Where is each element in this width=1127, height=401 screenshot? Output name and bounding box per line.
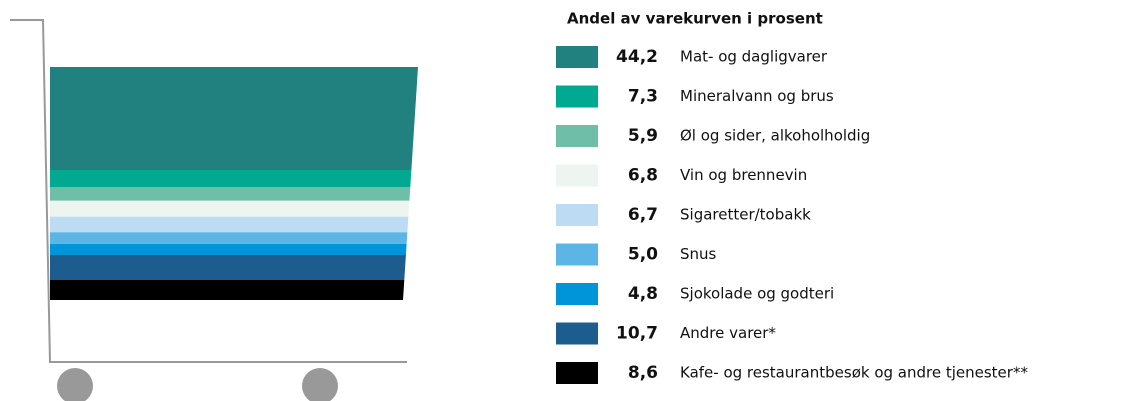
cart-wheel [302,368,338,401]
value-label: 10,7 [616,324,658,344]
legend-swatch [556,322,598,345]
legend-label: Andre varer* [680,324,776,342]
legend-label: Sjokolade og godteri [680,285,834,303]
legend-label: Kafe- og restaurantbesøk og andre tjenes… [680,364,1028,382]
bar-segment [50,232,408,244]
bar-segment [50,200,410,217]
value-label: 5,0 [628,245,658,265]
legend-label: Mineralvann og brus [680,87,834,105]
bar-segment [50,169,412,187]
bar-segment [50,243,407,256]
legend-swatch [556,243,598,266]
legend-label: Vin og brennevin [680,166,807,184]
legend-swatch [556,362,598,384]
value-label: 8,6 [628,363,658,383]
cart [10,19,407,401]
cart-frame [10,19,407,363]
legend-label: Sigaretter/tobakk [680,206,811,224]
bar-segment [50,186,411,201]
bar-segment [50,255,406,280]
value-label: 6,8 [628,166,658,186]
legend-swatch [556,204,598,226]
legend-swatch [556,85,598,108]
value-label: 44,2 [616,47,658,67]
value-label: 7,3 [628,87,658,107]
bar-segment [50,216,409,233]
value-label: 6,7 [628,205,658,225]
chart-title: Andel av varekurven i prosent [567,10,823,28]
cart-wheel [57,368,93,401]
legend-label: Snus [680,245,717,263]
legend-swatch [556,125,598,147]
legend-swatch [556,164,598,187]
value-label: 4,8 [628,284,658,304]
legend-label: Mat- og dagligvarer [680,48,828,66]
value-label: 5,9 [628,126,658,146]
legend-label: Øl og sider, alkoholholdig [680,127,870,145]
bar-segment [50,279,405,300]
legend-swatch [556,46,598,68]
bar-segment [50,67,418,170]
legend-swatch [556,283,598,305]
